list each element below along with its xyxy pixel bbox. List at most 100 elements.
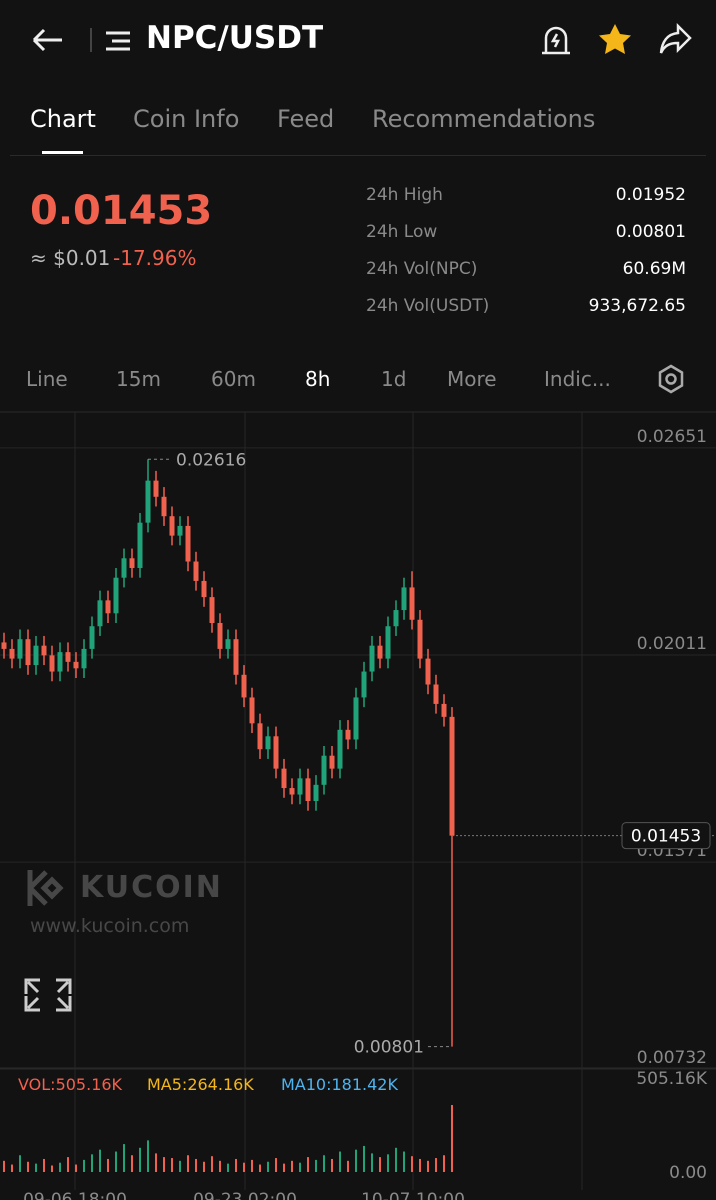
volume-bar bbox=[251, 1159, 253, 1172]
candle-body bbox=[89, 626, 95, 649]
candle-body bbox=[81, 648, 87, 669]
volume-bar bbox=[211, 1156, 213, 1172]
volume-bar bbox=[91, 1154, 93, 1172]
candle-body bbox=[409, 587, 415, 620]
volume-bar bbox=[123, 1144, 125, 1172]
candle-body bbox=[137, 522, 143, 568]
current-price-tag bbox=[621, 822, 711, 850]
interval-tab[interactable]: 60m bbox=[211, 367, 256, 391]
volume-legend: MA10:181.42K bbox=[281, 1075, 398, 1094]
candle-body bbox=[193, 561, 199, 581]
watermark-url: www.kucoin.com bbox=[30, 915, 189, 937]
volume-bar bbox=[107, 1158, 109, 1172]
volume-bar bbox=[267, 1161, 269, 1172]
usd-price: ≈ $0.01 bbox=[30, 246, 111, 270]
x-tick-label: 09-06 18:00 bbox=[23, 1190, 127, 1200]
volume-bar bbox=[395, 1147, 397, 1172]
volume-bar bbox=[51, 1165, 53, 1172]
current-price-label: 0.01453 bbox=[631, 827, 701, 847]
candle-body bbox=[441, 703, 447, 717]
candle-body bbox=[425, 658, 431, 685]
volume-bar bbox=[227, 1163, 229, 1172]
candle-body bbox=[281, 768, 287, 789]
volume-bar bbox=[339, 1151, 341, 1172]
candle-body bbox=[177, 525, 183, 536]
settings-icon[interactable] bbox=[656, 364, 686, 394]
stat-value: 60.69M bbox=[622, 259, 686, 279]
price-change: -17.96% bbox=[113, 246, 197, 270]
fullscreen-button[interactable] bbox=[24, 978, 72, 1012]
volume-bar bbox=[419, 1158, 421, 1172]
volume-bar bbox=[99, 1149, 101, 1172]
volume-bar bbox=[35, 1163, 37, 1172]
menu-icon[interactable] bbox=[104, 28, 134, 54]
candle-body bbox=[41, 645, 47, 656]
y-tick-label: 0.00732 bbox=[637, 1048, 707, 1068]
tab[interactable]: Coin Info bbox=[133, 105, 240, 133]
alert-icon[interactable] bbox=[540, 22, 572, 58]
favorite-star[interactable] bbox=[597, 22, 633, 58]
volume-bar bbox=[259, 1164, 261, 1172]
volume-bar bbox=[59, 1162, 61, 1172]
interval-tab[interactable]: Indic... bbox=[544, 367, 611, 391]
back-button[interactable] bbox=[28, 24, 68, 56]
candle-body bbox=[369, 645, 375, 672]
candle-body bbox=[129, 558, 135, 568]
candle-body bbox=[393, 610, 399, 627]
candle-body bbox=[65, 652, 71, 662]
volume-bar bbox=[203, 1161, 205, 1172]
interval-tab[interactable]: 15m bbox=[116, 367, 161, 391]
volume-bar bbox=[435, 1158, 437, 1172]
candle-body bbox=[305, 778, 311, 802]
candle-body bbox=[161, 496, 167, 517]
last-price: 0.01453 bbox=[30, 188, 213, 234]
volume-bar bbox=[331, 1158, 333, 1172]
candle-body bbox=[33, 645, 39, 666]
watermark-brand: KUCOIN bbox=[80, 870, 223, 905]
interval-tab[interactable]: Line bbox=[26, 367, 68, 391]
volume-bar bbox=[243, 1162, 245, 1172]
candle-body bbox=[73, 661, 79, 669]
volume-bar bbox=[427, 1160, 429, 1172]
volume-tick-label: 0.00 bbox=[669, 1163, 707, 1183]
volume-bar bbox=[83, 1159, 85, 1172]
candle-body bbox=[361, 671, 367, 698]
candle-body bbox=[97, 600, 103, 627]
candle-body bbox=[49, 655, 55, 672]
candle-body bbox=[57, 652, 63, 672]
candle-body bbox=[225, 639, 231, 649]
tab[interactable]: Recommendations bbox=[372, 105, 596, 133]
interval-tab[interactable]: 1d bbox=[381, 367, 407, 391]
pair-title[interactable]: NPC/USDT bbox=[146, 20, 324, 56]
volume-bar bbox=[171, 1158, 173, 1172]
stat-value: 933,672.65 bbox=[588, 296, 686, 316]
volume-bar bbox=[291, 1160, 293, 1172]
tab[interactable]: Chart bbox=[30, 105, 96, 133]
volume-bar bbox=[411, 1156, 413, 1172]
volume-bar bbox=[363, 1145, 365, 1172]
candle-body bbox=[25, 639, 31, 666]
volume-bar bbox=[115, 1151, 117, 1172]
candle-body bbox=[289, 788, 295, 795]
volume-bar bbox=[275, 1158, 277, 1172]
high-marker-label: 0.02616 bbox=[176, 450, 246, 470]
volume-bar bbox=[387, 1154, 389, 1172]
candle-body bbox=[169, 516, 175, 536]
tab[interactable]: Feed bbox=[277, 105, 335, 133]
volume-bar bbox=[147, 1140, 149, 1172]
volume-bar bbox=[347, 1160, 349, 1172]
volume-bar bbox=[67, 1157, 69, 1172]
candle-body bbox=[297, 778, 303, 795]
volume-bar bbox=[187, 1155, 189, 1172]
interval-tab[interactable]: 8h bbox=[305, 367, 331, 391]
volume-bar bbox=[163, 1157, 165, 1172]
share-icon[interactable] bbox=[658, 22, 694, 58]
volume-bar bbox=[283, 1163, 285, 1172]
interval-tab[interactable]: More bbox=[447, 367, 497, 391]
volume-bar bbox=[323, 1155, 325, 1172]
candle-body bbox=[377, 645, 383, 659]
candle-body bbox=[337, 729, 343, 769]
volume-bar bbox=[3, 1160, 5, 1172]
